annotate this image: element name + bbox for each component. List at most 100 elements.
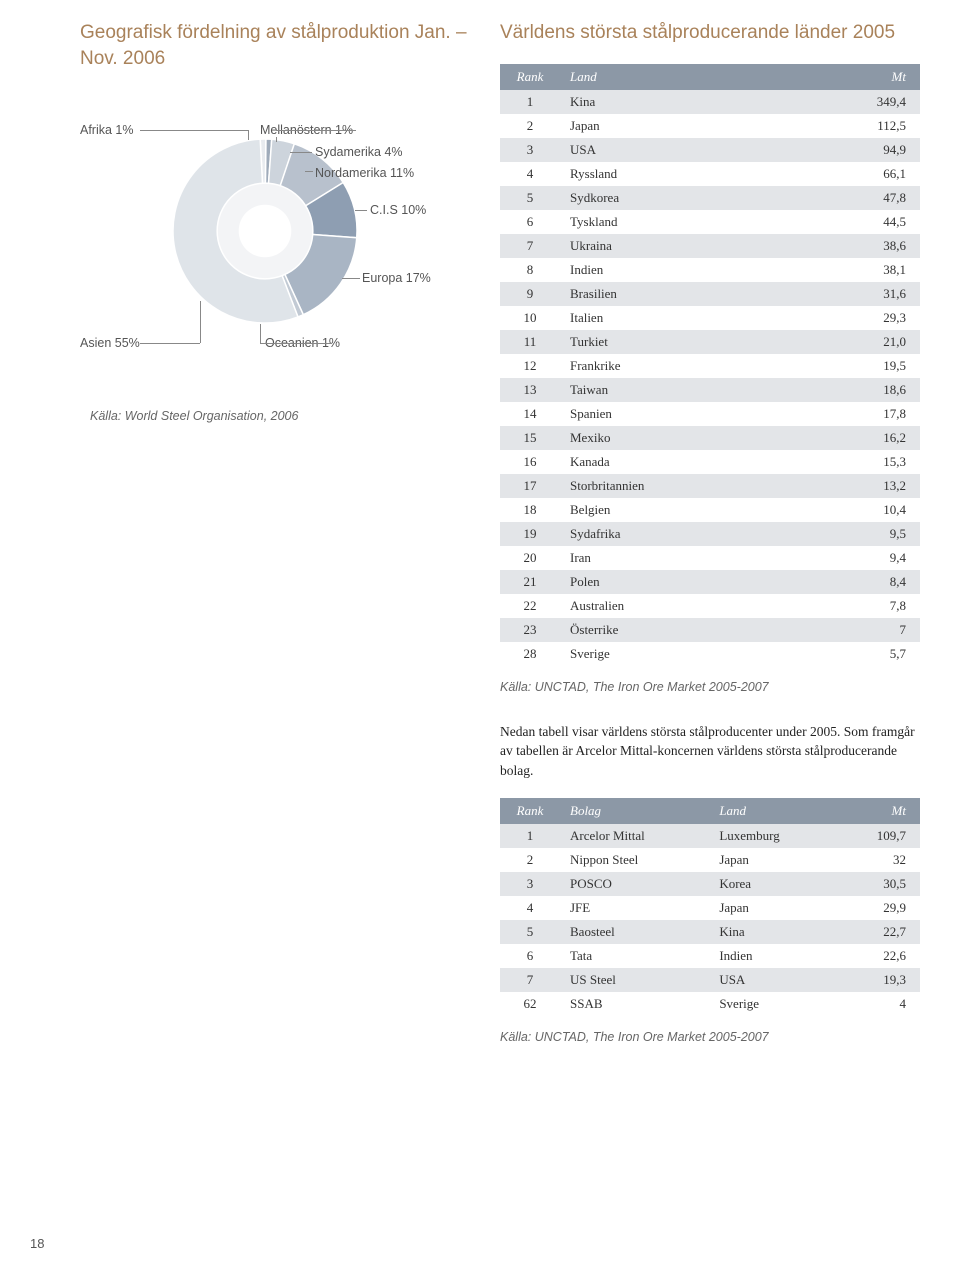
pie-label-nordamerika: Nordamerika 11% <box>315 166 414 180</box>
cell-rank: 2 <box>500 848 560 872</box>
table-row: 16Kanada15,3 <box>500 450 920 474</box>
cell-land: Italien <box>560 306 790 330</box>
cell-land: Tyskland <box>560 210 790 234</box>
cell-land: Österrike <box>560 618 790 642</box>
cell-land: USA <box>709 968 836 992</box>
cell-rank: 10 <box>500 306 560 330</box>
cell-mt: 10,4 <box>790 498 920 522</box>
th2-rank: Rank <box>500 798 560 824</box>
table-row: 5BaosteelKina22,7 <box>500 920 920 944</box>
table-row: 62SSABSverige4 <box>500 992 920 1016</box>
cell-rank: 62 <box>500 992 560 1016</box>
cell-rank: 23 <box>500 618 560 642</box>
table-row: 20Iran9,4 <box>500 546 920 570</box>
cell-land: USA <box>560 138 790 162</box>
cell-bolag: JFE <box>560 896 709 920</box>
cell-land: Ukraina <box>560 234 790 258</box>
cell-land: Kina <box>560 90 790 114</box>
cell-mt: 8,4 <box>790 570 920 594</box>
cell-rank: 4 <box>500 896 560 920</box>
table-row: 11Turkiet21,0 <box>500 330 920 354</box>
cell-land: Taiwan <box>560 378 790 402</box>
page-number: 18 <box>30 1236 44 1251</box>
table-row: 13Taiwan18,6 <box>500 378 920 402</box>
cell-mt: 109,7 <box>836 824 920 848</box>
table-row: 5Sydkorea47,8 <box>500 186 920 210</box>
cell-mt: 31,6 <box>790 282 920 306</box>
cell-rank: 2 <box>500 114 560 138</box>
cell-land: Indien <box>560 258 790 282</box>
cell-mt: 13,2 <box>790 474 920 498</box>
right-title: Världens största stålproducerande länder… <box>500 20 920 46</box>
cell-rank: 1 <box>500 824 560 848</box>
cell-bolag: POSCO <box>560 872 709 896</box>
table-row: 21Polen8,4 <box>500 570 920 594</box>
cell-rank: 15 <box>500 426 560 450</box>
table-row: 6TataIndien22,6 <box>500 944 920 968</box>
cell-mt: 16,2 <box>790 426 920 450</box>
cell-mt: 5,7 <box>790 642 920 666</box>
cell-land: Japan <box>560 114 790 138</box>
table-row: 6Tyskland44,5 <box>500 210 920 234</box>
table-row: 8Indien38,1 <box>500 258 920 282</box>
cell-mt: 112,5 <box>790 114 920 138</box>
cell-mt: 32 <box>836 848 920 872</box>
table1-source: Källa: UNCTAD, The Iron Ore Market 2005-… <box>500 680 920 694</box>
cell-rank: 16 <box>500 450 560 474</box>
cell-mt: 38,6 <box>790 234 920 258</box>
table-row: 12Frankrike19,5 <box>500 354 920 378</box>
cell-rank: 3 <box>500 872 560 896</box>
cell-rank: 22 <box>500 594 560 618</box>
cell-mt: 18,6 <box>790 378 920 402</box>
cell-mt: 9,5 <box>790 522 920 546</box>
cell-bolag: Arcelor Mittal <box>560 824 709 848</box>
cell-bolag: US Steel <box>560 968 709 992</box>
cell-mt: 19,5 <box>790 354 920 378</box>
cell-land: Kina <box>709 920 836 944</box>
cell-rank: 6 <box>500 210 560 234</box>
pie-label-sydamerika: Sydamerika 4% <box>315 145 403 159</box>
table-row: 3POSCOKorea30,5 <box>500 872 920 896</box>
cell-land: Turkiet <box>560 330 790 354</box>
cell-land: Sydafrika <box>560 522 790 546</box>
table-row: 17Storbritannien13,2 <box>500 474 920 498</box>
cell-mt: 66,1 <box>790 162 920 186</box>
th2-land: Land <box>709 798 836 824</box>
cell-mt: 349,4 <box>790 90 920 114</box>
pie-label-cis: C.I.S 10% <box>370 203 426 217</box>
cell-rank: 6 <box>500 944 560 968</box>
cell-land: Mexiko <box>560 426 790 450</box>
th2-mt: Mt <box>836 798 920 824</box>
cell-rank: 21 <box>500 570 560 594</box>
cell-bolag: SSAB <box>560 992 709 1016</box>
cell-rank: 14 <box>500 402 560 426</box>
left-source: Källa: World Steel Organisation, 2006 <box>90 409 480 423</box>
table-row: 2Nippon SteelJapan32 <box>500 848 920 872</box>
th-mt: Mt <box>790 64 920 90</box>
table-row: 19Sydafrika9,5 <box>500 522 920 546</box>
pie-svg <box>170 136 360 326</box>
cell-rank: 12 <box>500 354 560 378</box>
pie-chart: Afrika 1% Mellanöstern 1% Sydamerika 4% … <box>80 111 460 391</box>
cell-land: Brasilien <box>560 282 790 306</box>
table-row: 7Ukraina38,6 <box>500 234 920 258</box>
table-row: 7US SteelUSA19,3 <box>500 968 920 992</box>
pie-center <box>239 205 292 258</box>
cell-rank: 5 <box>500 920 560 944</box>
table2-source: Källa: UNCTAD, The Iron Ore Market 2005-… <box>500 1030 920 1044</box>
table-row: 4JFEJapan29,9 <box>500 896 920 920</box>
table-row: 28Sverige5,7 <box>500 642 920 666</box>
cell-land: Iran <box>560 546 790 570</box>
table-row: 15Mexiko16,2 <box>500 426 920 450</box>
cell-bolag: Nippon Steel <box>560 848 709 872</box>
cell-land: Korea <box>709 872 836 896</box>
cell-mt: 29,3 <box>790 306 920 330</box>
cell-land: Sydkorea <box>560 186 790 210</box>
cell-bolag: Tata <box>560 944 709 968</box>
cell-rank: 28 <box>500 642 560 666</box>
cell-land: Japan <box>709 848 836 872</box>
table-row: 9Brasilien31,6 <box>500 282 920 306</box>
th-rank: Rank <box>500 64 560 90</box>
th2-bolag: Bolag <box>560 798 709 824</box>
cell-land: Belgien <box>560 498 790 522</box>
